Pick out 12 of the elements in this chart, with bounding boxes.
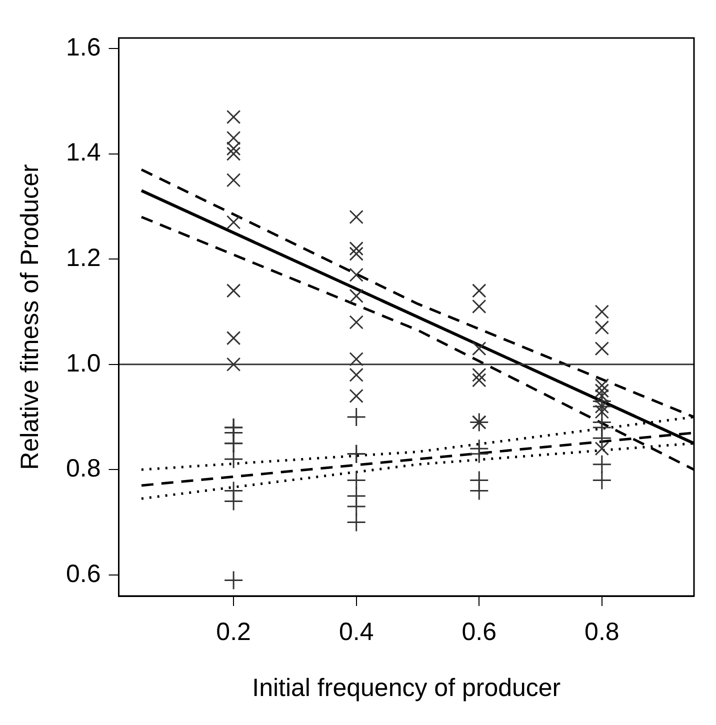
y-axis-title: Relative fitness of Producer <box>16 164 44 470</box>
x-axis-title: Initial frequency of producer <box>252 674 561 702</box>
y-tick-label: 1.2 <box>66 244 101 272</box>
x-tick-label: 0.6 <box>462 618 497 646</box>
y-tick-label: 0.6 <box>66 560 101 588</box>
x-tick-label: 0.4 <box>338 618 374 646</box>
y-tick-label: 0.8 <box>66 454 101 483</box>
y-tick-label: 1.0 <box>66 349 101 378</box>
y-tick-label: 1.4 <box>66 138 101 167</box>
y-tick-label: 1.6 <box>66 33 101 62</box>
x-tick-label: 0.2 <box>216 618 251 646</box>
x-tick-label: 0.8 <box>584 618 620 646</box>
